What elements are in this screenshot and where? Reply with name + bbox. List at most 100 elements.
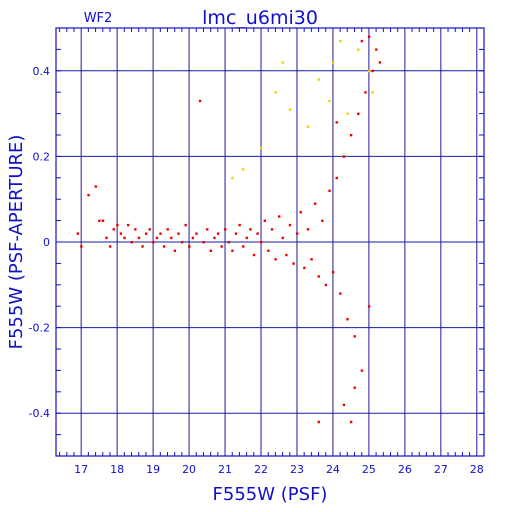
y-tick-label: -0.2 [29,322,50,335]
data-point [206,228,209,231]
data-point [159,232,162,235]
y-tick-label: 0.4 [33,65,51,78]
data-point [141,245,144,248]
data-point [130,241,133,244]
data-point-secondary [328,99,331,103]
x-tick-label: 20 [182,463,196,476]
y-tick-label: -0.4 [29,407,50,420]
data-point [342,155,346,158]
x-tick-label: 18 [110,463,124,476]
data-point [342,403,346,407]
data-point [162,245,166,248]
data-point [367,305,371,308]
data-point [295,232,299,235]
x-tick-label: 24 [326,463,340,476]
x-tick-label: 22 [254,463,268,476]
data-point [234,232,238,235]
chart-subtitle: WF2 [84,11,113,26]
y-tick-label: 0 [43,236,50,249]
data-point [274,258,277,261]
data-point [267,249,270,252]
data-point [216,232,220,235]
data-point [220,245,223,248]
data-point [335,176,338,180]
data-point [288,223,292,227]
data-point [299,211,302,214]
data-point [317,420,320,424]
data-point [112,228,115,231]
x-tick-labels: 17 18 19 20 21 22 23 24 25 26 27 28 [74,463,484,476]
data-points [76,35,382,424]
data-point [249,228,252,231]
x-tick-label: 27 [434,463,448,476]
x-axis-label: F555W (PSF) [213,484,328,505]
data-point [144,232,148,235]
data-point [166,228,169,231]
data-point-secondary [339,39,342,43]
data-point [191,236,195,240]
data-point [360,39,364,43]
data-point [360,369,364,372]
data-point [170,236,173,240]
data-point [306,228,310,231]
data-point [256,232,259,235]
data-point [231,249,234,252]
y-axis-label: F555W (PSF-APERTURE) [6,135,27,350]
data-point [108,245,112,248]
data-point [331,270,335,274]
data-point-secondary [281,61,284,64]
data-point [328,189,331,193]
data-point [184,223,187,227]
x-tick-label: 28 [470,463,484,476]
data-point [76,232,79,235]
data-point [105,236,108,240]
x-tick-label: 23 [290,463,304,476]
data-point [371,69,374,73]
data-point [252,253,256,257]
data-point [281,236,284,240]
data-point-secondary [306,125,310,128]
data-point [321,219,324,222]
data-point [313,202,317,205]
data-point [285,253,288,257]
data-point [180,241,184,244]
chart-title: lmc_u6mi30 [202,7,318,29]
data-point [155,236,159,240]
data-point [119,232,123,235]
data-point [270,228,274,231]
y-tick-label: 0.2 [33,150,51,163]
x-tick-label: 21 [218,463,232,476]
data-point [173,249,177,252]
data-point [227,241,231,244]
ticks [56,28,484,456]
data-point [134,228,137,231]
data-point [148,228,151,231]
data-point [137,236,141,240]
data-point [349,420,353,424]
data-point [195,232,198,235]
data-point [202,241,205,244]
data-point [367,35,371,38]
grid [56,28,484,456]
x-tick-label: 26 [398,463,412,476]
data-point [349,134,353,137]
data-point [87,193,90,197]
data-point [98,219,101,222]
data-point-secondary [331,61,335,64]
data-point-secondary [317,78,320,81]
data-point-secondary [231,176,234,180]
data-point [303,266,306,270]
data-point [94,185,97,188]
y-tick-labels: -0.4 -0.2 0 0.2 0.4 [29,65,50,420]
data-point [378,61,382,64]
data-point [188,245,191,248]
data-point [177,232,180,235]
data-point [101,219,105,222]
data-point [339,292,342,295]
data-point-secondary [242,168,245,171]
data-point [245,236,249,240]
data-point [213,236,216,240]
data-point-secondary [288,108,292,111]
data-point [310,258,313,261]
